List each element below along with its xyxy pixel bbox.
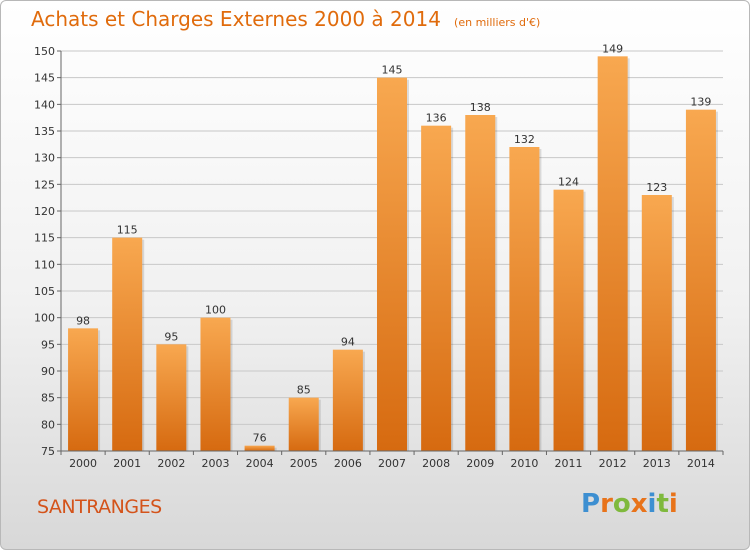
chart-title: Achats et Charges Externes 2000 à 2014 xyxy=(31,7,441,31)
y-tick-label: 100 xyxy=(34,312,55,325)
bar-2010 xyxy=(509,147,540,451)
value-label-2002: 95 xyxy=(164,330,178,343)
x-tick-label-2004: 2004 xyxy=(246,457,274,470)
x-tick-label-2013: 2013 xyxy=(643,457,671,470)
logo-letter: i xyxy=(668,489,678,519)
y-tick-label: 90 xyxy=(41,365,55,378)
y-tick-label: 150 xyxy=(34,45,55,58)
x-tick-label-2014: 2014 xyxy=(687,457,715,470)
bar-2014 xyxy=(685,109,716,452)
value-label-2001: 115 xyxy=(117,224,138,237)
chart-unit-label: (en milliers d'€) xyxy=(454,16,541,29)
value-label-2007: 145 xyxy=(382,64,403,77)
y-tick-label: 145 xyxy=(34,72,55,85)
value-label-2012: 149 xyxy=(602,42,623,55)
bar-2009 xyxy=(465,115,496,451)
logo-letter: P xyxy=(581,489,601,519)
bar-2004 xyxy=(244,445,275,451)
bar-2001 xyxy=(112,237,143,451)
y-tick-label: 135 xyxy=(34,125,55,138)
value-label-2011: 124 xyxy=(558,176,579,189)
x-tick-label-2008: 2008 xyxy=(422,457,450,470)
x-tick-label-2012: 2012 xyxy=(599,457,627,470)
y-tick-label: 110 xyxy=(34,258,55,271)
value-label-2010: 132 xyxy=(514,133,535,146)
x-tick-label-2002: 2002 xyxy=(157,457,185,470)
value-label-2005: 85 xyxy=(297,384,311,397)
bar-2000 xyxy=(68,328,99,451)
logo-letter: i xyxy=(647,489,657,519)
logo-letter: x xyxy=(630,489,648,519)
bar-2011 xyxy=(553,189,584,451)
y-tick-label: 140 xyxy=(34,98,55,111)
y-tick-label: 115 xyxy=(34,232,55,245)
y-tick-label: 80 xyxy=(41,418,55,431)
y-tick-label: 95 xyxy=(41,338,55,351)
logo-letter: r xyxy=(600,489,613,519)
logo-letter: o xyxy=(612,489,631,519)
value-label-2003: 100 xyxy=(205,304,226,317)
value-label-2014: 139 xyxy=(690,96,711,109)
value-label-2008: 136 xyxy=(426,112,447,125)
y-tick-label: 75 xyxy=(41,445,55,458)
x-tick-label-2007: 2007 xyxy=(378,457,406,470)
commune-name: SANTRANGES xyxy=(37,496,162,518)
y-tick-label: 130 xyxy=(34,152,55,165)
bar-2013 xyxy=(641,195,672,451)
logo-letter: t xyxy=(656,489,669,519)
value-label-2006: 94 xyxy=(341,336,355,349)
bar-2003 xyxy=(200,317,231,451)
y-tick-label: 85 xyxy=(41,392,55,405)
x-tick-label-2006: 2006 xyxy=(334,457,362,470)
value-label-2004: 76 xyxy=(253,432,267,445)
x-tick-label-2011: 2011 xyxy=(555,457,583,470)
axes: 75 80 85 90 95 100 105 110 115 120 125 130 135 140 145… xyxy=(34,45,724,470)
value-label-2009: 138 xyxy=(470,101,491,114)
bar-2002 xyxy=(156,344,187,451)
bar-2005 xyxy=(288,397,319,451)
proxiti-logo: Proxiti xyxy=(581,489,678,519)
value-label-2000: 98 xyxy=(76,314,90,327)
x-tick-label-2005: 2005 xyxy=(290,457,318,470)
y-tick-label: 120 xyxy=(34,205,55,218)
x-tick-label-2010: 2010 xyxy=(510,457,538,470)
x-tick-label-2003: 2003 xyxy=(201,457,229,470)
bar-2012 xyxy=(597,56,628,451)
x-tick-label-2000: 2000 xyxy=(69,457,97,470)
value-label-2013: 123 xyxy=(646,181,667,194)
bar-2008 xyxy=(421,125,452,452)
bar-2006 xyxy=(332,349,363,451)
bar-2007 xyxy=(376,77,408,452)
bars: 98 115 95 100 76 85 94 145 136 138 132 124 149 123 139 xyxy=(68,42,718,452)
x-tick-label-2001: 2001 xyxy=(113,457,141,470)
title-row: Achats et Charges Externes 2000 à 2014 (… xyxy=(31,7,540,31)
y-tick-label: 105 xyxy=(34,285,55,298)
y-tick-label: 125 xyxy=(34,178,55,191)
x-tick-label-2009: 2009 xyxy=(466,457,494,470)
